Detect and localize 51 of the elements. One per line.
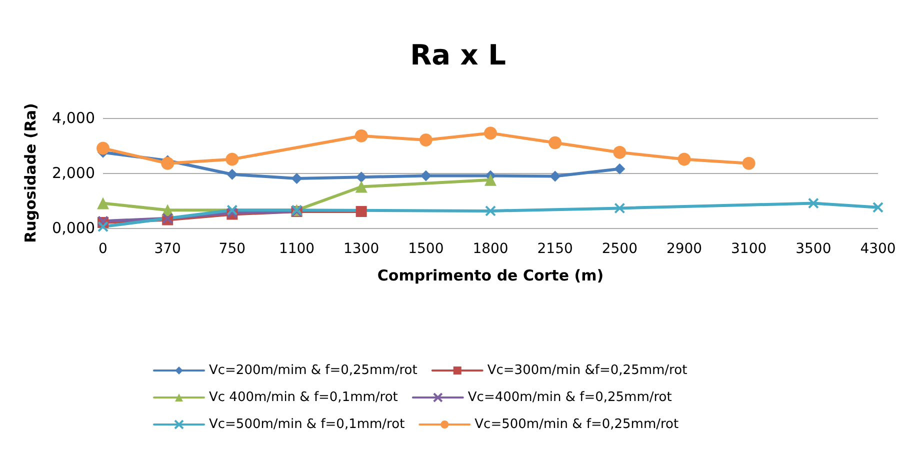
legend-label: Vc 400m/min & f=0,1mm/rot — [209, 390, 398, 405]
point — [97, 197, 109, 210]
point — [613, 146, 626, 159]
legend-label: Vc=200m/mim & f=0,25mm/rot — [209, 363, 418, 378]
x-tick-label: 3100 — [731, 241, 767, 257]
point — [291, 173, 302, 184]
y-tick-label: 2,000 — [52, 164, 95, 182]
x-tick-label: 0 — [98, 241, 108, 257]
point — [550, 170, 561, 182]
point — [548, 136, 562, 150]
x-tick-label: 1800 — [472, 241, 508, 257]
y-axis-title: Rugosidade (Ra) — [22, 103, 40, 243]
point — [419, 134, 432, 146]
legend-label: Vc=500m/min & f=0,25mm/rot — [474, 417, 679, 432]
chart-title: Ra x L — [410, 38, 506, 72]
point — [354, 129, 368, 142]
point — [355, 180, 368, 193]
point — [226, 204, 238, 216]
point — [420, 170, 432, 182]
point — [96, 142, 110, 155]
point — [742, 156, 756, 170]
point — [356, 206, 367, 217]
point — [98, 221, 108, 232]
legend-label: Vc=300m/min &f=0,25mm/rot — [487, 363, 688, 378]
x-tick-label: 2900 — [666, 241, 702, 257]
point — [485, 205, 496, 216]
x-tick-label: 1500 — [408, 241, 444, 257]
y-tick-label: 4,000 — [52, 109, 95, 127]
point — [484, 126, 497, 140]
point — [872, 202, 884, 213]
x-axis-title: Comprimento de Corte (m) — [377, 266, 604, 284]
point — [226, 168, 238, 180]
x-tick-label: 750 — [218, 241, 246, 257]
x-tick-label: 4300 — [860, 241, 896, 257]
point — [161, 156, 174, 170]
x-tick-label: 1100 — [278, 241, 315, 257]
point — [356, 172, 367, 183]
legend-label: Vc=500m/min & f=0,1mm/rot — [209, 417, 405, 432]
point — [678, 152, 691, 166]
x-tick-label: 3500 — [796, 241, 832, 257]
x-tick-label: 2500 — [602, 241, 638, 257]
y-tick-label: 0,000 — [52, 219, 95, 237]
x-tick-label: 2150 — [537, 241, 573, 257]
x-tick-label: 1300 — [344, 241, 380, 257]
point — [614, 202, 626, 214]
point — [808, 198, 819, 209]
point — [484, 174, 496, 186]
x-tick-label: 370 — [154, 241, 181, 257]
legend-label: Vc=400m/min & f=0,25mm/rot — [468, 390, 672, 405]
point — [614, 163, 626, 174]
point — [226, 152, 239, 166]
